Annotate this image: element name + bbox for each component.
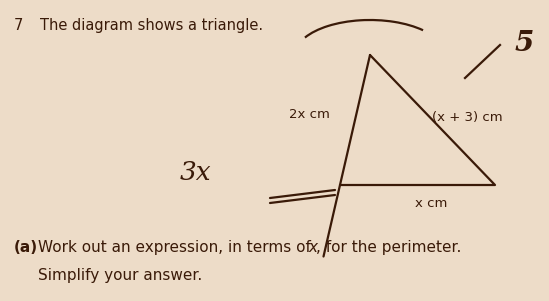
Text: 5: 5 xyxy=(515,30,534,57)
Text: (a): (a) xyxy=(14,240,38,255)
Text: 7: 7 xyxy=(14,18,24,33)
Text: , for the perimeter.: , for the perimeter. xyxy=(316,240,461,255)
Text: Simplify your answer.: Simplify your answer. xyxy=(38,268,202,283)
Text: 2x cm: 2x cm xyxy=(289,108,330,122)
Text: 3x: 3x xyxy=(179,160,211,185)
Text: (x + 3) cm: (x + 3) cm xyxy=(432,111,503,125)
Text: x cm: x cm xyxy=(415,197,447,210)
Text: The diagram shows a triangle.: The diagram shows a triangle. xyxy=(40,18,263,33)
Text: Work out an expression, in terms of: Work out an expression, in terms of xyxy=(38,240,316,255)
Text: x: x xyxy=(308,240,317,255)
